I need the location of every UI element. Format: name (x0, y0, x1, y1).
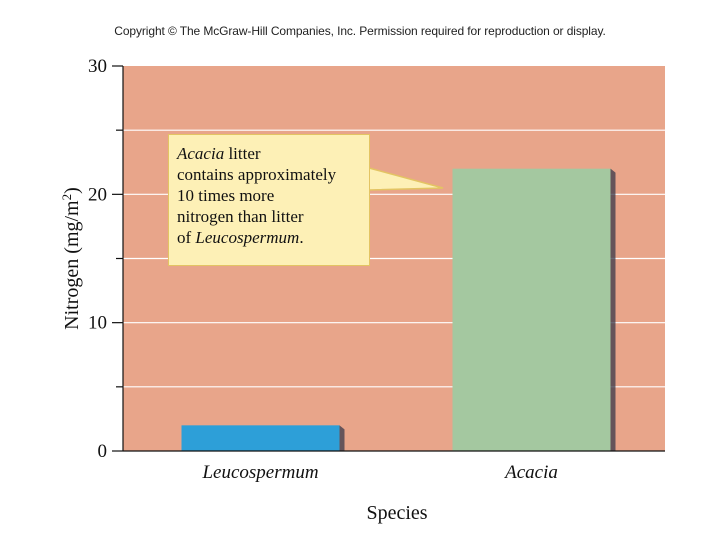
y-axis: 0 10 20 30 (88, 56, 124, 462)
y-tick-label: 30 (88, 56, 107, 77)
y-tick-label: 10 (88, 313, 107, 334)
copyright-notice: Copyright © The McGraw-Hill Companies, I… (114, 24, 606, 38)
callout-species-leucospermum: Leucospermum (195, 228, 300, 247)
annotation-callout: Acacia litter contains approximately 10 … (168, 134, 370, 266)
y-tick-label: 0 (98, 441, 108, 462)
bar-shadow (339, 425, 345, 451)
y-axis-title-main: Nitrogen (mg/m (61, 200, 83, 330)
y-axis-title-superscript: 2 (59, 194, 74, 201)
y-axis-title-end: ) (61, 187, 83, 194)
bar-leucospermum (181, 425, 345, 451)
bar (181, 425, 340, 451)
x-axis: Leucospermum Acacia (123, 450, 665, 483)
callout-line-3: 10 times more (177, 186, 275, 205)
bars (181, 168, 616, 451)
callout-line-2: contains approximately (177, 165, 337, 184)
y-axis-title: Nitrogen (mg/m2) (59, 187, 84, 330)
callout-species-acacia: Acacia (177, 144, 225, 163)
callout-line-1: Acacia litter (177, 144, 261, 163)
callout-line-4: nitrogen than litter (177, 207, 304, 226)
bar-acacia (452, 168, 616, 451)
callout-line-5: of Leucospermum. (177, 228, 304, 247)
bar (452, 168, 611, 451)
x-tick-label: Acacia (503, 462, 558, 483)
y-tick-label: 20 (88, 184, 107, 205)
bar-shadow (610, 168, 616, 451)
x-axis-title: Species (366, 502, 427, 524)
x-tick-label: Leucospermum (201, 462, 318, 483)
